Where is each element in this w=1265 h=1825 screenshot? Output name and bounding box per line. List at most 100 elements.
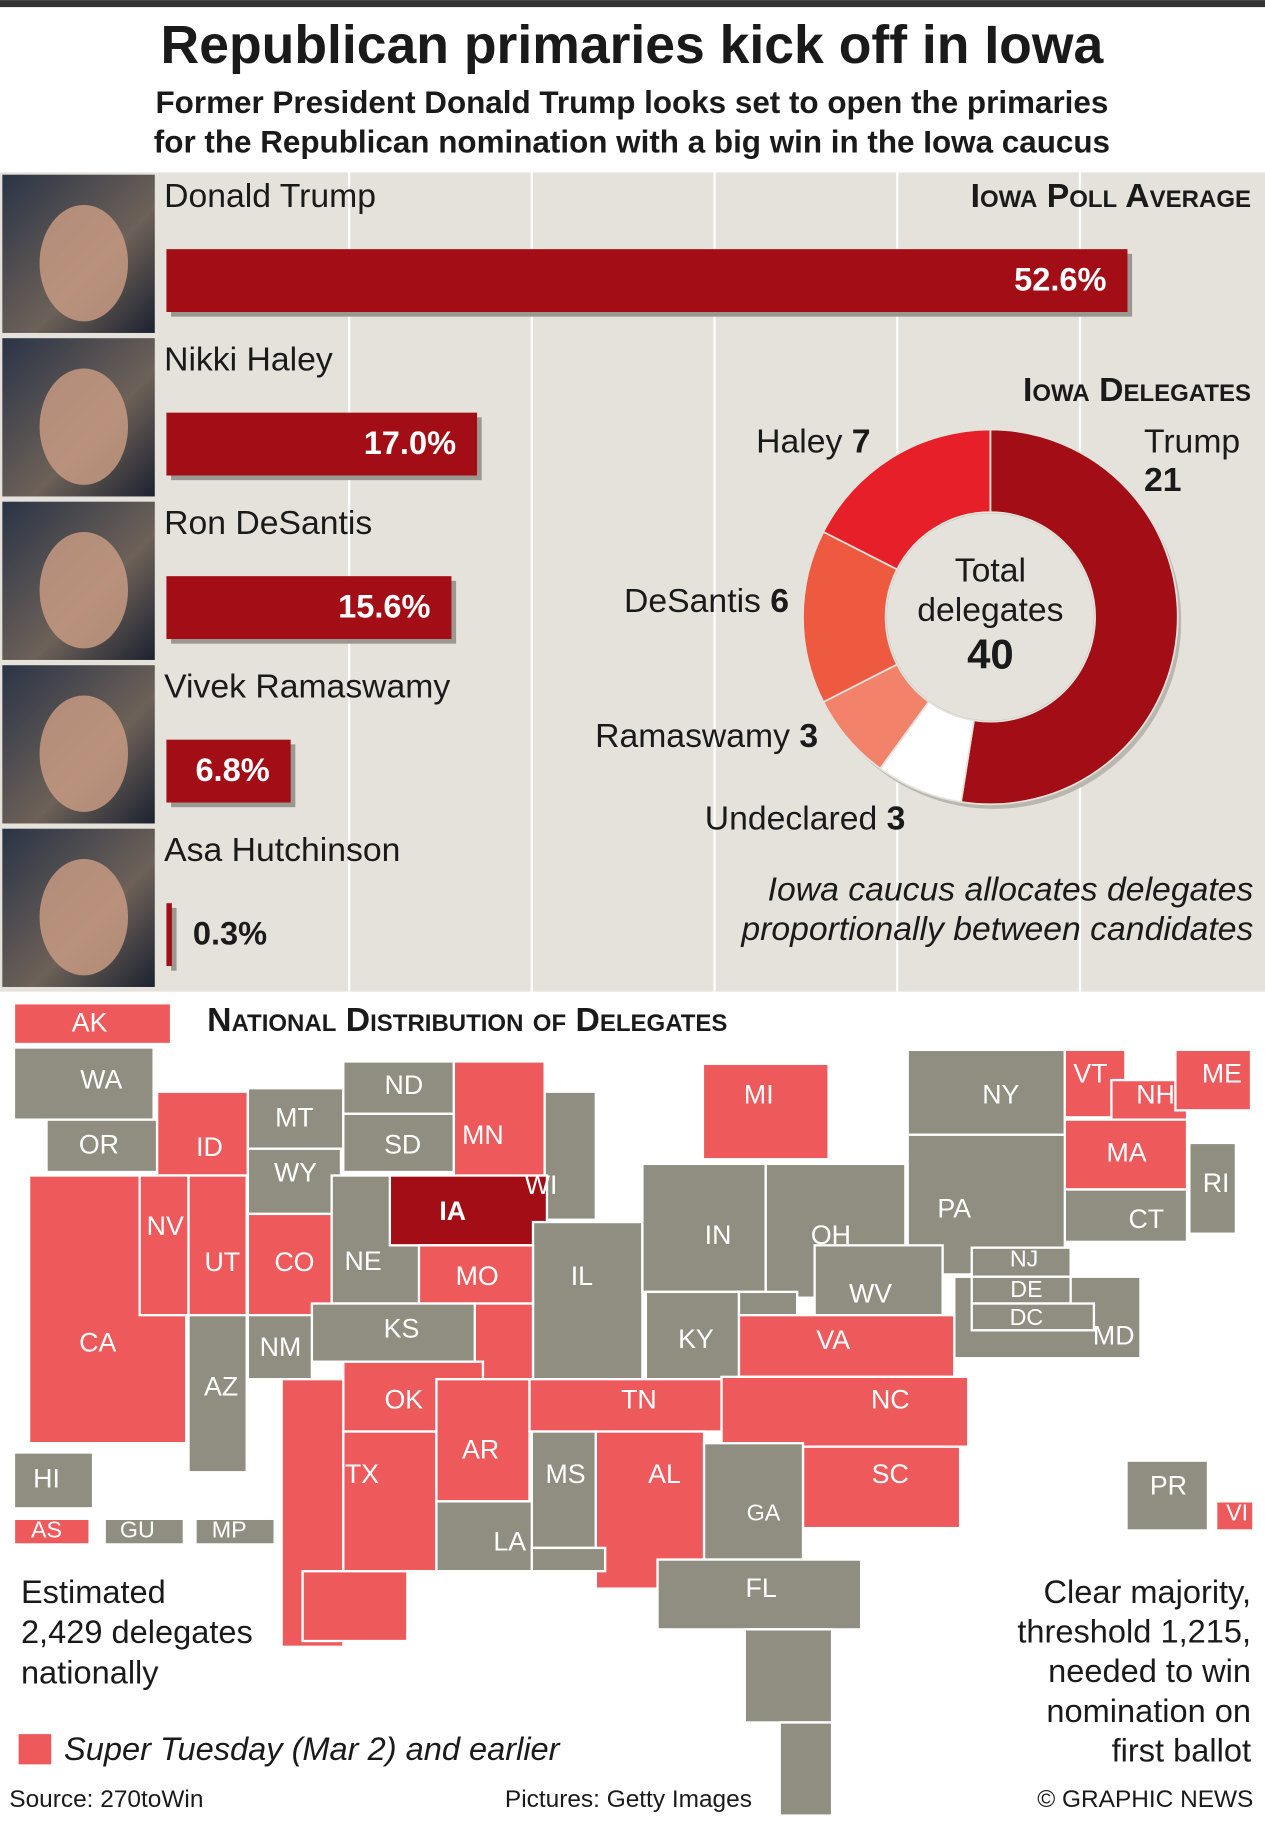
state-label: VT xyxy=(1073,1058,1107,1088)
slice-value: 3 xyxy=(887,799,906,837)
state xyxy=(1188,1141,1238,1235)
note: nationally xyxy=(21,1654,159,1690)
note: nomination on xyxy=(1046,1693,1251,1729)
state-label: CT xyxy=(1128,1204,1164,1234)
state-label: ME xyxy=(1202,1058,1242,1088)
state xyxy=(656,1558,863,1631)
state xyxy=(342,1430,438,1573)
state-label: SC xyxy=(872,1459,909,1489)
slice-value: 3 xyxy=(799,717,818,755)
poll-chart: Iowa Poll Average Donald Trump 52.6% Nikki … xyxy=(2,172,1251,992)
candidate-name: Asa Hutchinson xyxy=(164,831,400,869)
state-label: IN xyxy=(705,1220,732,1250)
state-label: NH xyxy=(1136,1079,1175,1109)
state-label: VI xyxy=(1226,1499,1248,1525)
slice-value: 7 xyxy=(852,422,871,460)
state xyxy=(1125,1459,1210,1532)
value-label: 52.6% xyxy=(1014,261,1106,297)
bar xyxy=(166,412,478,476)
state xyxy=(103,1517,186,1546)
state-label: CO xyxy=(274,1247,314,1277)
photo-face xyxy=(39,858,129,976)
state xyxy=(801,1445,962,1530)
state xyxy=(138,1174,190,1317)
state-label: MI xyxy=(744,1079,774,1109)
bar xyxy=(166,249,1128,313)
note: first ballot xyxy=(1112,1732,1251,1768)
state xyxy=(1174,1048,1253,1112)
center-label: Total xyxy=(955,552,1026,590)
state-label: FL xyxy=(745,1573,776,1603)
state-label: KS xyxy=(384,1313,420,1343)
photo-face xyxy=(39,531,129,649)
photo-face xyxy=(39,695,129,812)
slice-value: 21 xyxy=(1144,461,1182,499)
state xyxy=(435,1378,531,1503)
state xyxy=(720,1375,970,1448)
photo-face xyxy=(39,368,129,485)
state xyxy=(530,1546,607,1573)
map-title: National Distribution of Delegates xyxy=(207,1001,727,1039)
state-label: MP xyxy=(212,1517,247,1543)
state-label: MN xyxy=(462,1120,504,1150)
subtitle: Former President Donald Trump looks set … xyxy=(155,85,1108,120)
slice-label: Ramaswamy 3 xyxy=(595,717,818,755)
value-label: 17.0% xyxy=(364,425,456,461)
slice-name: DeSantis xyxy=(624,582,761,620)
chart-title: Iowa Poll Average xyxy=(971,177,1251,215)
state xyxy=(778,1721,834,1817)
state-label: MO xyxy=(456,1261,499,1291)
state-label: AZ xyxy=(204,1372,238,1402)
legend-label: Super Tuesday (Mar 2) and earlier xyxy=(64,1731,561,1767)
note: Estimated xyxy=(21,1574,166,1610)
state-label: TN xyxy=(621,1384,657,1414)
state-label: GA xyxy=(747,1499,781,1525)
state-label: LA xyxy=(493,1526,526,1556)
donut-slice xyxy=(822,428,992,571)
state xyxy=(531,1220,644,1387)
subtitle: for the Republican nomination with a big… xyxy=(154,125,1110,160)
note: Clear majority, xyxy=(1043,1574,1251,1610)
bar xyxy=(166,903,172,967)
note: 2,429 delegates xyxy=(21,1614,253,1650)
state xyxy=(12,1451,95,1510)
top-rule xyxy=(0,0,1265,8)
state-label: ND xyxy=(385,1070,424,1100)
note: Iowa caucus allocates delegates xyxy=(768,870,1254,908)
state-label: NJ xyxy=(1010,1246,1038,1272)
slice-name: Haley xyxy=(756,422,842,460)
state-label: OR xyxy=(79,1129,119,1159)
donut-hole xyxy=(886,513,1094,721)
state xyxy=(737,1290,799,1317)
value-label: 6.8% xyxy=(195,752,269,788)
state xyxy=(388,1174,549,1247)
state-label: TX xyxy=(345,1459,379,1489)
state-label: AS xyxy=(31,1517,62,1543)
state-label: GU xyxy=(120,1517,155,1543)
state-label: MD xyxy=(1093,1320,1135,1350)
state xyxy=(452,1060,546,1179)
candidate-name: Nikki Haley xyxy=(164,340,333,378)
slice-label: Trump xyxy=(1144,422,1240,460)
state-label: VA xyxy=(816,1325,850,1355)
state-label: UT xyxy=(204,1247,240,1277)
photo-face xyxy=(39,204,129,322)
state xyxy=(45,1118,159,1174)
state-label: WA xyxy=(80,1064,122,1094)
state xyxy=(12,1046,155,1121)
slice-name: Ramaswamy xyxy=(595,717,790,755)
bar xyxy=(166,739,291,803)
state xyxy=(1214,1500,1255,1532)
state xyxy=(194,1517,276,1546)
note: needed to win xyxy=(1048,1653,1251,1689)
state-label: NC xyxy=(871,1384,910,1414)
state-label: NY xyxy=(982,1079,1019,1109)
title: Republican primaries kick off in Iowa xyxy=(161,16,1105,75)
slice-value: 6 xyxy=(770,582,789,620)
state-label: IL xyxy=(571,1261,593,1291)
state xyxy=(246,1313,314,1381)
state xyxy=(970,1275,1072,1305)
state-label: WI xyxy=(525,1170,558,1200)
